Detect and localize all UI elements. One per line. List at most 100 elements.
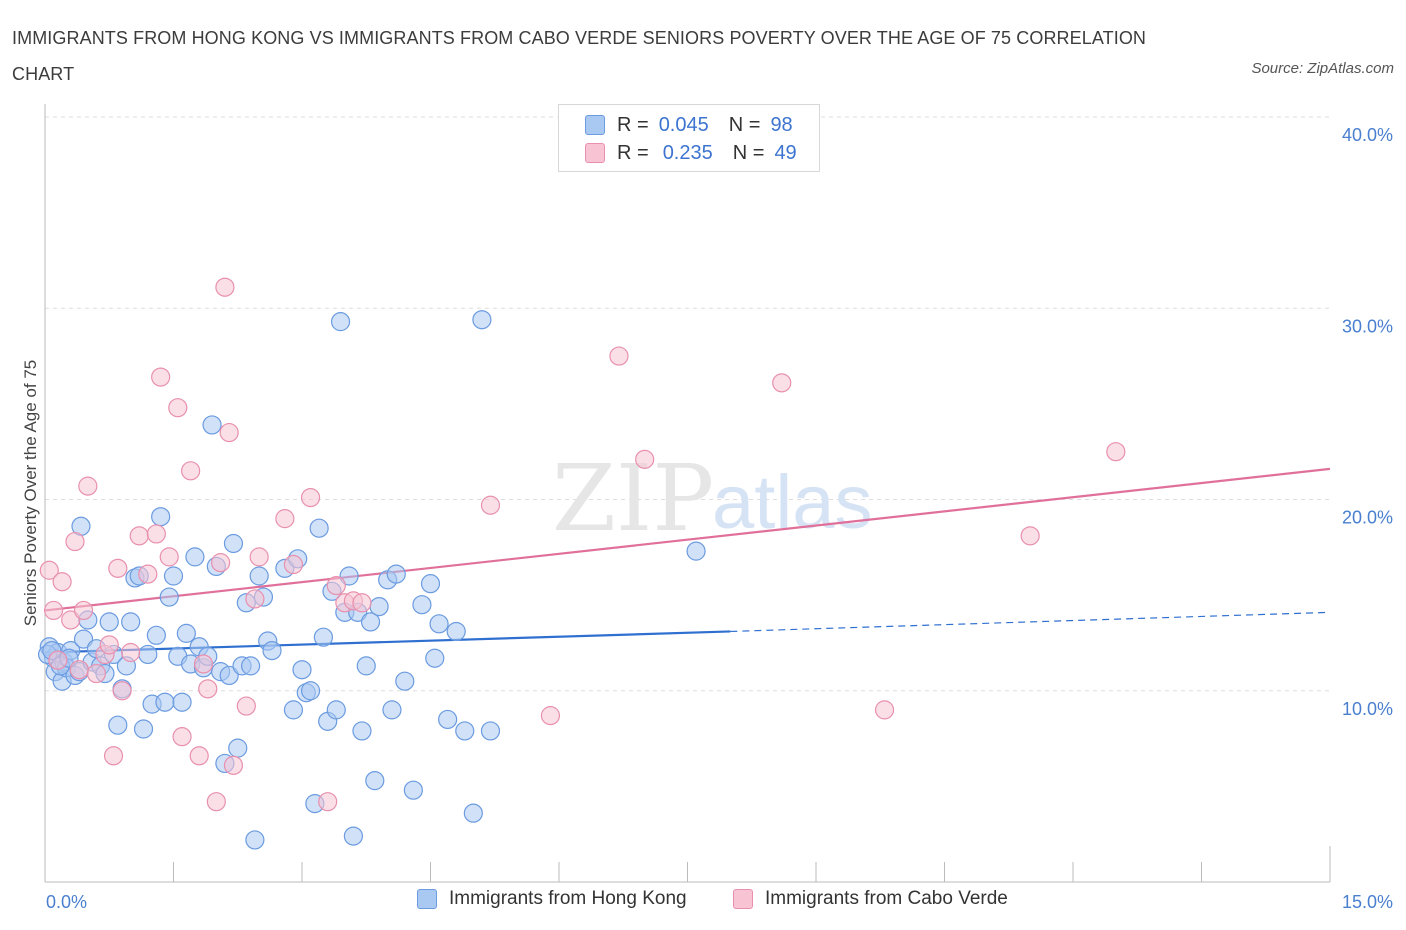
- point-hong-kong: [159, 587, 179, 607]
- point-hong-kong: [425, 648, 445, 668]
- point-hong-kong: [223, 533, 244, 554]
- point-cabo-verde: [1020, 526, 1040, 546]
- point-cabo-verde: [326, 575, 346, 596]
- point-hong-kong: [172, 692, 192, 712]
- point-cabo-verde: [146, 524, 166, 544]
- chart-title: IMMIGRANTS FROM HONG KONG VS IMMIGRANTS …: [12, 28, 1147, 84]
- point-hong-kong: [185, 547, 205, 567]
- watermark-atlas: atlas: [712, 460, 873, 545]
- point-hong-kong: [438, 709, 458, 730]
- point-hong-kong: [108, 715, 128, 735]
- point-hong-kong: [176, 623, 196, 643]
- point-hong-kong: [403, 780, 423, 800]
- point-cabo-verde: [73, 600, 94, 621]
- point-cabo-verde: [48, 650, 68, 670]
- point-hong-kong: [386, 564, 406, 584]
- point-cabo-verde: [215, 277, 235, 297]
- point-cabo-verde: [168, 398, 188, 418]
- y-tick-label: 30.0%: [1342, 316, 1393, 336]
- point-cabo-verde: [43, 600, 64, 621]
- y-axis-label: Seniors Poverty Over the Age of 75: [21, 360, 40, 626]
- point-hong-kong: [412, 595, 432, 615]
- point-hong-kong: [420, 574, 441, 594]
- point-hong-kong: [202, 415, 222, 435]
- point-cabo-verde: [283, 554, 304, 575]
- axes: [44, 104, 1331, 883]
- y-tick-label: 40.0%: [1342, 125, 1393, 145]
- point-cabo-verde: [189, 746, 209, 766]
- point-hong-kong: [138, 644, 158, 665]
- point-hong-kong: [446, 621, 466, 642]
- point-hong-kong: [73, 629, 94, 649]
- legend-swatch-hong-kong: [585, 115, 605, 135]
- point-hong-kong: [262, 640, 282, 661]
- point-cabo-verde: [61, 610, 81, 630]
- point-hong-kong: [99, 612, 119, 632]
- point-cabo-verde: [300, 487, 321, 508]
- point-cabo-verde: [1106, 442, 1126, 462]
- point-cabo-verde: [138, 564, 158, 584]
- legend-row-hong-kong: R = 0.045 N = 98: [585, 112, 793, 138]
- point-cabo-verde: [112, 681, 132, 701]
- legend-r-value: 0.045: [658, 113, 709, 136]
- point-cabo-verde: [211, 553, 231, 573]
- point-hong-kong: [155, 692, 175, 712]
- legend-n-label: N =: [732, 141, 765, 164]
- point-hong-kong: [330, 312, 351, 332]
- point-hong-kong: [429, 614, 449, 634]
- legend-n-label: N =: [728, 113, 761, 136]
- point-hong-kong: [365, 771, 385, 791]
- point-cabo-verde: [129, 526, 149, 546]
- point-hong-kong: [455, 721, 475, 741]
- point-cabo-verde: [121, 642, 141, 663]
- point-cabo-verde: [39, 560, 59, 580]
- series-legend-hong-kong[interactable]: Immigrants from Hong Kong: [417, 888, 687, 910]
- series-swatch-cabo-verde: [733, 889, 753, 909]
- point-hong-kong: [133, 719, 154, 739]
- legend-r-value: 0.235: [662, 141, 713, 164]
- point-hong-kong: [472, 310, 492, 330]
- point-cabo-verde: [198, 679, 218, 699]
- point-hong-kong: [382, 700, 402, 720]
- y-tick-label: 10.0%: [1342, 699, 1393, 719]
- series-swatch-hong-kong: [417, 889, 437, 909]
- point-hong-kong: [309, 518, 329, 538]
- point-hong-kong: [360, 612, 381, 632]
- point-cabo-verde: [245, 589, 265, 609]
- y-tick-label: 20.0%: [1342, 508, 1393, 528]
- series-legend: Immigrants from Hong Kong Immigrants fro…: [0, 888, 1406, 916]
- data-points: [37, 277, 1126, 850]
- point-cabo-verde: [635, 449, 655, 469]
- point-cabo-verde: [275, 509, 295, 529]
- point-cabo-verde: [318, 792, 338, 812]
- point-cabo-verde: [78, 476, 98, 496]
- point-cabo-verde: [193, 654, 214, 674]
- point-cabo-verde: [86, 663, 107, 684]
- point-cabo-verde: [772, 373, 792, 393]
- point-hong-kong: [249, 566, 269, 586]
- trend-line-cabo-verde: [44, 467, 1331, 612]
- legend-r-label: R =: [617, 113, 649, 136]
- point-hong-kong: [245, 830, 265, 850]
- x-tick-label: 15.0%: [1342, 892, 1393, 912]
- point-hong-kong: [283, 700, 304, 720]
- point-cabo-verde: [236, 696, 256, 716]
- legend-swatch-cabo-verde: [585, 143, 605, 163]
- series-label-hong-kong: Immigrants from Hong Kong: [449, 888, 687, 909]
- legend-r-label: R =: [617, 141, 649, 164]
- point-cabo-verde: [151, 367, 171, 387]
- point-cabo-verde: [172, 727, 192, 747]
- point-cabo-verde: [223, 755, 244, 775]
- point-hong-kong: [686, 541, 706, 561]
- point-cabo-verde: [352, 593, 372, 613]
- legend-row-cabo-verde: R = 0.235 N = 49: [585, 140, 797, 166]
- series-legend-cabo-verde[interactable]: Immigrants from Cabo Verde: [733, 888, 1008, 910]
- trend-lines: [44, 467, 1331, 654]
- watermark-zip: ZIP: [552, 445, 714, 552]
- point-cabo-verde: [540, 706, 561, 726]
- point-cabo-verde: [480, 495, 501, 515]
- point-cabo-verde: [69, 660, 89, 680]
- point-hong-kong: [326, 700, 346, 720]
- point-hong-kong: [480, 721, 501, 741]
